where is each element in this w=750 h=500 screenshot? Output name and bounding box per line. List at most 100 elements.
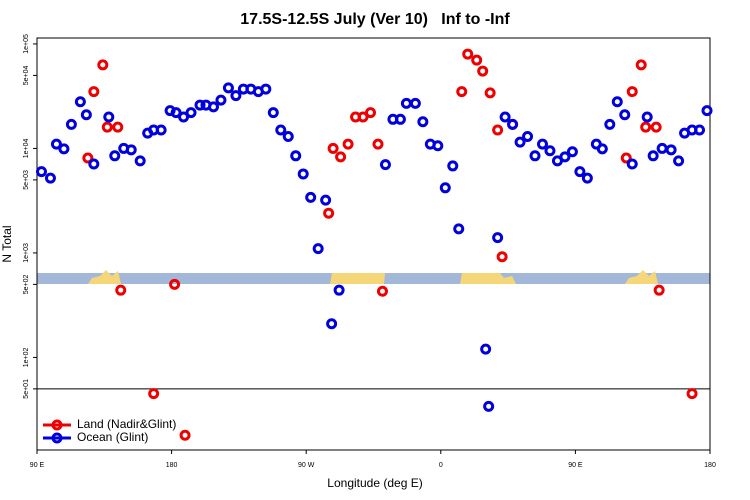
legend-label: Ocean (Glint) — [77, 430, 148, 444]
data-point — [170, 107, 182, 119]
data-point — [297, 168, 309, 180]
data-point — [134, 155, 146, 167]
x-tick-label: 180 — [166, 462, 178, 469]
x-tick-label: 90 E — [568, 462, 583, 469]
data-point — [44, 172, 56, 184]
data-point — [282, 131, 294, 143]
data-point — [462, 48, 474, 60]
data-point — [103, 111, 115, 123]
data-point — [65, 118, 77, 130]
data-point — [604, 118, 616, 130]
data-point — [58, 143, 70, 155]
y-tick-label: 1e+05 — [23, 34, 30, 54]
legend-label: Land (Nadir&Glint) — [77, 417, 176, 431]
data-point — [626, 86, 638, 98]
data-point — [400, 97, 412, 109]
data-point — [574, 166, 586, 178]
y-tick-label: 1e+03 — [23, 243, 30, 263]
plot-frame — [36, 37, 711, 451]
data-point — [439, 182, 451, 194]
x-tick-label: 0 — [439, 462, 443, 469]
data-point — [376, 285, 388, 297]
data-point — [101, 121, 113, 133]
x-tick-label: 180 — [704, 462, 716, 469]
data-point — [522, 131, 534, 143]
data-point — [185, 107, 197, 119]
data-point — [194, 99, 206, 111]
data-point — [640, 121, 652, 133]
data-point — [566, 146, 578, 158]
data-point — [694, 124, 706, 136]
data-point — [620, 152, 632, 164]
data-point — [230, 90, 242, 102]
data-point — [619, 109, 631, 121]
x-axis-label: Longitude (deg E) — [327, 476, 422, 490]
data-point — [626, 158, 638, 170]
data-point — [323, 207, 335, 219]
data-point — [179, 429, 191, 441]
data-point — [35, 166, 47, 178]
data-point — [686, 388, 698, 400]
data-point — [559, 151, 571, 163]
data-point — [529, 150, 541, 162]
data-point — [88, 86, 100, 98]
data-point — [178, 111, 190, 123]
data-point — [514, 136, 526, 148]
y-tick-label: 5e+03 — [23, 170, 30, 190]
data-point — [327, 142, 339, 154]
data-point — [379, 159, 391, 171]
data-point — [409, 97, 421, 109]
data-point — [312, 243, 324, 255]
data-point — [342, 138, 354, 150]
legend-swatch-marker — [51, 419, 63, 431]
data-point — [222, 82, 234, 94]
data-point — [656, 142, 668, 154]
data-point — [471, 54, 483, 66]
data-point — [80, 109, 92, 121]
data-point — [653, 284, 665, 296]
data-point — [88, 158, 100, 170]
data-point — [109, 150, 121, 162]
data-point — [125, 144, 137, 156]
data-point — [50, 138, 62, 150]
data-point — [544, 145, 556, 157]
data-point — [394, 113, 406, 125]
data-point — [581, 172, 593, 184]
data-point — [148, 388, 160, 400]
data-point — [82, 152, 94, 164]
data-point — [611, 96, 623, 108]
data-point — [333, 284, 345, 296]
data-point — [305, 191, 317, 203]
data-point — [447, 160, 459, 172]
data-point — [650, 121, 662, 133]
data-point — [169, 278, 181, 290]
data-point — [275, 124, 287, 136]
data-point — [267, 107, 279, 119]
data-point — [499, 111, 511, 123]
data-point — [492, 124, 504, 136]
data-point — [357, 111, 369, 123]
data-point — [496, 251, 508, 263]
data-point — [320, 194, 332, 206]
data-point — [673, 155, 685, 167]
land-mask-band — [37, 270, 710, 284]
data-point — [207, 101, 219, 113]
data-point — [665, 144, 677, 156]
y-tick-label: 1e+02 — [23, 347, 30, 367]
y-tick-label: 5e+04 — [23, 65, 30, 85]
y-tick-label: 1e+04 — [23, 139, 30, 159]
x-tick-label: 90 W — [298, 462, 315, 469]
data-point — [417, 116, 429, 128]
data-point — [596, 143, 608, 155]
data-point — [536, 138, 548, 150]
data-point — [432, 140, 444, 152]
data-point — [335, 151, 347, 163]
y-tick-label: 5e+01 — [23, 379, 30, 399]
data-point — [477, 65, 489, 77]
data-point — [155, 124, 167, 136]
chart-title: 17.5S-12.5S July (Ver 10) Inf to -Inf — [240, 11, 510, 28]
data-point — [456, 86, 468, 98]
data-point — [492, 232, 504, 244]
y-axis-label: N Total — [0, 225, 14, 262]
